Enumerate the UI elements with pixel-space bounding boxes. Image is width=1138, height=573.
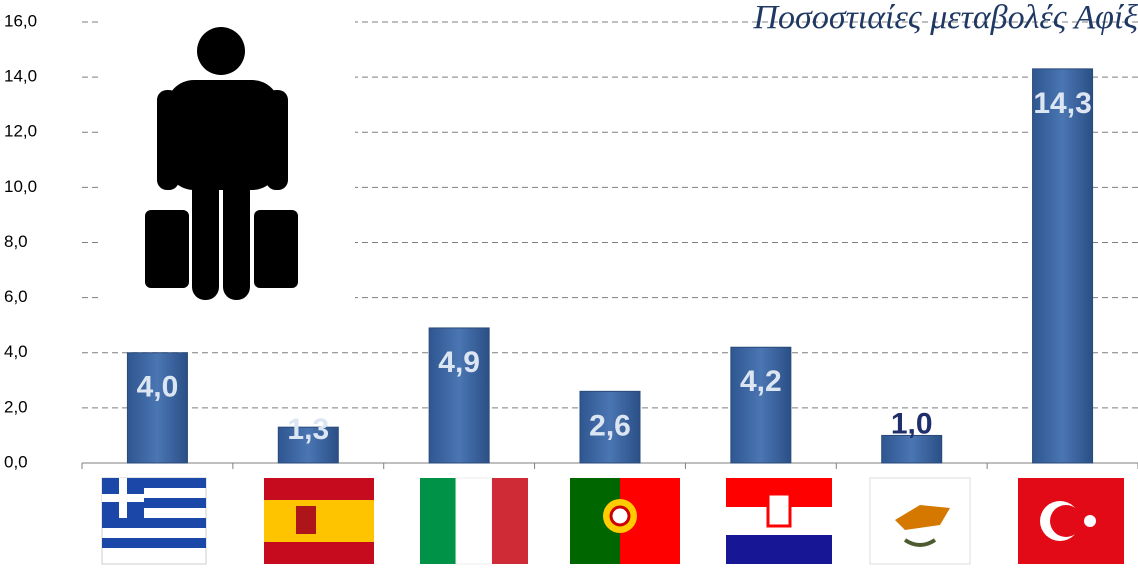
y-tick-label: 6,0 xyxy=(4,287,28,306)
y-tick-label: 2,0 xyxy=(4,397,28,416)
value-label: 4,0 xyxy=(137,371,179,404)
y-tick-label: 12,0 xyxy=(4,122,37,141)
flag-cyprus xyxy=(869,477,971,565)
bar xyxy=(277,426,339,464)
traveler-icon xyxy=(145,27,298,300)
bar xyxy=(881,434,943,464)
y-tick-label: 10,0 xyxy=(4,177,37,196)
flag-spain xyxy=(264,478,374,564)
y-tick-label: 16,0 xyxy=(4,11,37,30)
y-tick-label: 14,0 xyxy=(4,67,37,86)
bar xyxy=(1032,68,1094,464)
bar xyxy=(579,390,641,464)
value-label: 4,2 xyxy=(740,365,782,398)
flag-portugal xyxy=(570,478,680,564)
flag-italy xyxy=(420,477,528,565)
value-label: 14,3 xyxy=(1033,87,1091,120)
bar xyxy=(428,327,490,464)
value-label: 1,0 xyxy=(891,407,933,440)
flag-turkey xyxy=(1018,478,1124,564)
flags xyxy=(101,477,1124,565)
bar xyxy=(730,346,792,464)
flag-croatia xyxy=(726,478,832,564)
value-label: 4,9 xyxy=(438,346,480,379)
value-label: 2,6 xyxy=(589,409,631,442)
bar xyxy=(126,352,188,464)
y-tick-label: 4,0 xyxy=(4,342,28,361)
y-tick-label: 0,0 xyxy=(4,452,28,471)
flag-greece xyxy=(101,477,207,565)
chart-title: Ποσοστιαίες μεταβολές Αφίξ xyxy=(753,0,1138,36)
y-tick-label: 8,0 xyxy=(4,232,28,251)
value-label: 1,3 xyxy=(287,413,329,446)
